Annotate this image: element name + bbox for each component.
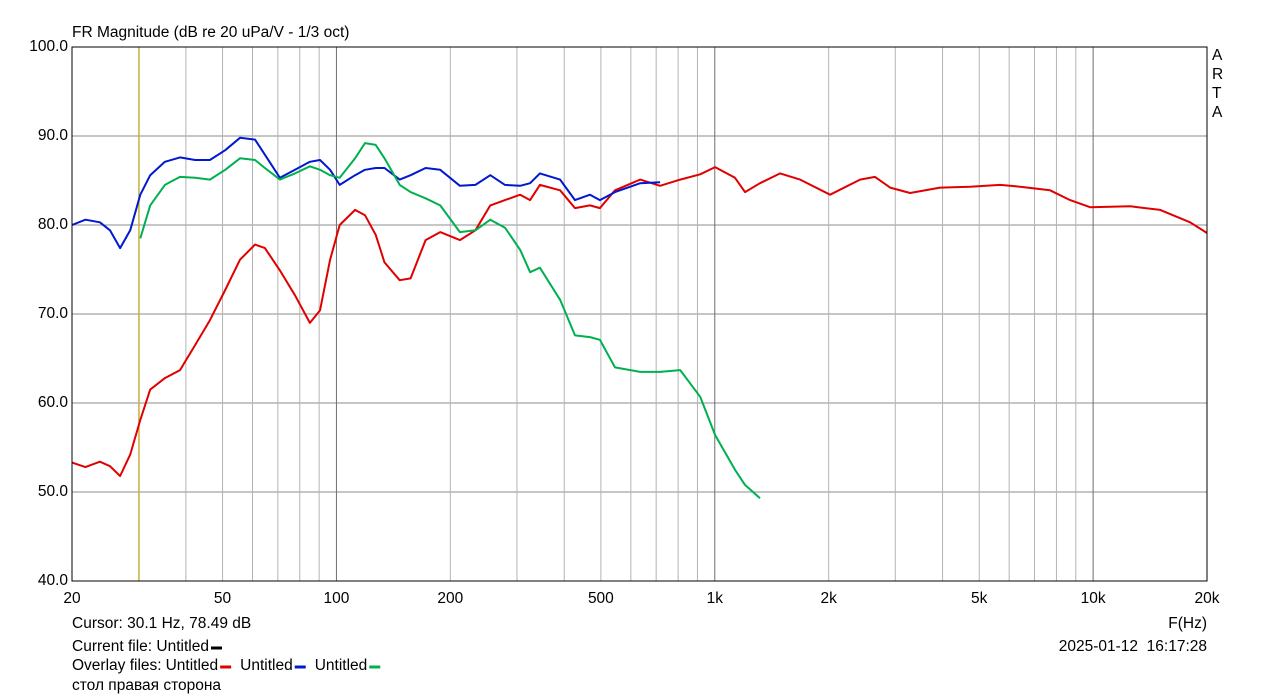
note: стол правая сторона bbox=[72, 677, 221, 694]
y-tick-label: 80.0 bbox=[38, 216, 69, 233]
y-tick-label: 60.0 bbox=[38, 394, 69, 411]
legend-label: Untitled bbox=[240, 657, 293, 674]
overlay-label: Overlay files: bbox=[72, 657, 162, 674]
y-tick-label: 40.0 bbox=[38, 572, 69, 589]
x-tick-label: 5k bbox=[971, 590, 988, 607]
y-tick-label: 50.0 bbox=[38, 483, 69, 500]
legend-label: Untitled bbox=[166, 657, 219, 674]
series-line bbox=[71, 136, 661, 250]
x-tick-label: 100 bbox=[324, 590, 350, 607]
x-tick-label: 200 bbox=[437, 590, 463, 607]
y-tick-label: 90.0 bbox=[38, 127, 69, 144]
legend-label: Untitled bbox=[315, 657, 368, 674]
watermark: ARTA bbox=[1212, 47, 1224, 121]
x-tick-label: 2k bbox=[820, 590, 837, 607]
x-tick-label: 500 bbox=[588, 590, 614, 607]
y-tick-label: 70.0 bbox=[38, 305, 69, 322]
x-tick-label: 1k bbox=[707, 590, 724, 607]
y-tick-label: 100.0 bbox=[29, 38, 68, 55]
series-line bbox=[139, 142, 761, 499]
current-file: Current file: Untitled bbox=[72, 638, 209, 655]
chart-title: FR Magnitude (dB re 20 uPa/V - 1/3 oct) bbox=[72, 24, 349, 41]
cursor-readout: Cursor: 30.1 Hz, 78.49 dB bbox=[72, 615, 251, 632]
timestamp: 2025-01-12 16:17:28 bbox=[1059, 638, 1207, 655]
x-tick-label: 50 bbox=[214, 590, 232, 607]
x-axis-label: F(Hz) bbox=[1168, 615, 1207, 632]
plot-frame bbox=[71, 46, 1208, 582]
x-tick-label: 20k bbox=[1195, 590, 1220, 607]
series-line bbox=[71, 166, 1208, 477]
x-tick-label: 20 bbox=[63, 590, 81, 607]
x-tick-label: 10k bbox=[1081, 590, 1106, 607]
